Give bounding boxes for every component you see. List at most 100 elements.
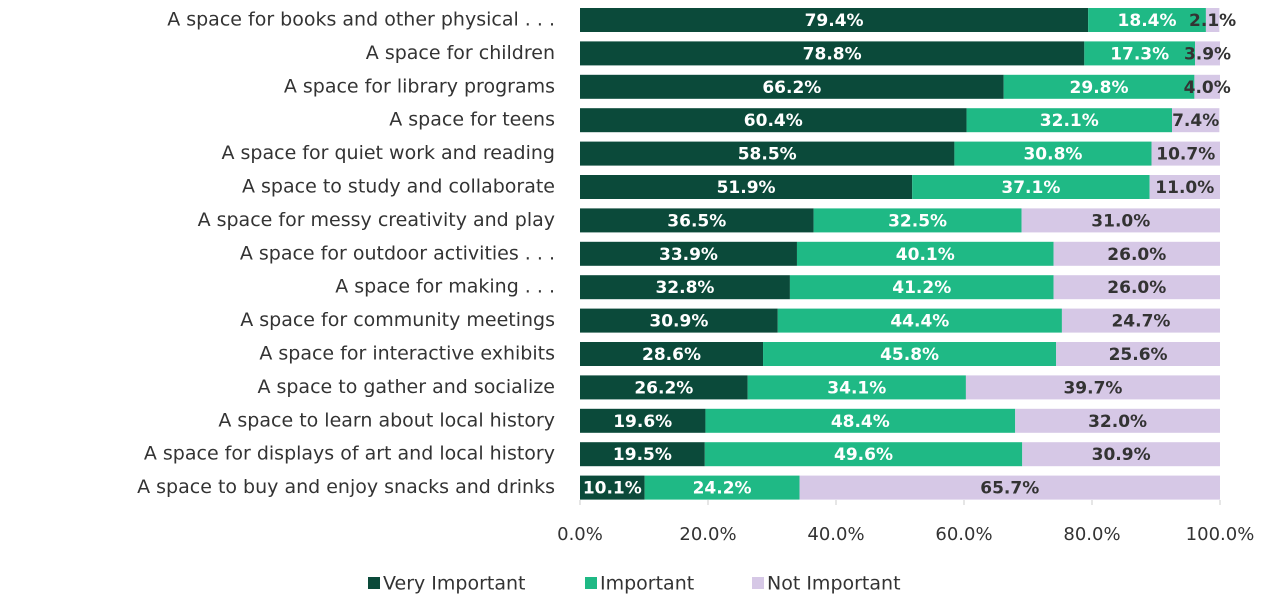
value-label: 31.0%	[1091, 211, 1150, 231]
legend-label: Very Important	[383, 573, 526, 595]
value-label: 66.2%	[762, 78, 821, 98]
bar-segment	[1003, 74, 1195, 99]
bar-segment	[796, 241, 1054, 266]
category-label: A space for making . . .	[335, 276, 555, 298]
bar-segment	[1053, 241, 1220, 266]
x-tick-label: 20.0%	[679, 524, 736, 545]
value-label: 10.7%	[1156, 145, 1215, 165]
bar-segment	[580, 475, 645, 500]
category-label: A space for library programs	[284, 75, 555, 97]
value-label: 45.8%	[880, 345, 939, 365]
bar-segment	[580, 375, 748, 400]
bar-segment	[580, 141, 955, 166]
value-label: 79.4%	[805, 11, 864, 31]
value-label: 44.4%	[890, 312, 949, 332]
bar-segment	[580, 108, 967, 133]
value-label: 58.5%	[738, 145, 797, 165]
bar-segment	[644, 475, 800, 500]
value-label: 34.1%	[827, 378, 886, 398]
category-label: A space for interactive exhibits	[259, 343, 555, 365]
bar-segment	[1022, 442, 1220, 467]
value-label: 26.0%	[1107, 278, 1166, 298]
legend-swatch	[752, 577, 764, 589]
bar-segment	[1084, 41, 1196, 66]
value-label: 25.6%	[1109, 345, 1168, 365]
bar-segment	[912, 175, 1150, 199]
bar-segment	[1194, 74, 1220, 99]
value-label: 30.9%	[1092, 445, 1151, 465]
category-label: A space for displays of art and local hi…	[144, 443, 555, 465]
legend-label: Not Important	[767, 573, 901, 595]
bar-segment	[580, 308, 778, 333]
value-label: 32.1%	[1040, 111, 1099, 131]
category-label: A space to study and collaborate	[242, 176, 555, 198]
value-label: 18.4%	[1118, 11, 1177, 31]
value-label: 48.4%	[831, 412, 890, 432]
value-label: 26.2%	[634, 378, 693, 398]
value-label: 26.0%	[1107, 245, 1166, 265]
value-label: 51.9%	[717, 178, 776, 198]
legend-swatch	[368, 577, 380, 589]
value-label: 19.5%	[613, 445, 672, 465]
value-label: 3.9%	[1184, 44, 1231, 64]
value-label: 60.4%	[744, 111, 803, 131]
bar-segment	[965, 375, 1220, 400]
value-label: 24.2%	[693, 479, 752, 499]
value-label: 41.2%	[892, 278, 951, 298]
bar-segment	[1151, 141, 1220, 166]
value-label: 24.7%	[1111, 312, 1170, 332]
category-label: A space to gather and socialize	[257, 376, 555, 398]
bar-segment	[580, 442, 705, 467]
bar-segment	[1195, 41, 1220, 66]
value-label: 19.6%	[613, 412, 672, 432]
value-label: 29.8%	[1070, 78, 1129, 98]
bar-segment	[580, 275, 790, 300]
bar-segment	[580, 241, 797, 266]
bar-segment	[1053, 275, 1220, 300]
x-tick-label: 40.0%	[807, 524, 864, 545]
bar-segment	[1021, 208, 1220, 233]
bar-segment	[580, 408, 706, 433]
value-label: 33.9%	[659, 245, 718, 265]
bar-segment	[777, 308, 1062, 333]
bar-segment	[1149, 175, 1220, 199]
category-label: A space for community meetings	[240, 309, 555, 331]
bar-segment	[789, 275, 1054, 300]
bar-segment	[580, 41, 1085, 66]
category-label: A space for children	[366, 42, 555, 64]
x-tick-label: 0.0%	[557, 524, 603, 545]
value-label: 32.5%	[888, 211, 947, 231]
x-tick-label: 60.0%	[935, 524, 992, 545]
value-label: 65.7%	[980, 479, 1039, 499]
value-label: 30.9%	[649, 312, 708, 332]
bar-segment	[580, 8, 1089, 32]
category-label: A space for quiet work and reading	[221, 142, 555, 164]
value-label: 49.6%	[834, 445, 893, 465]
value-label: 32.8%	[655, 278, 714, 298]
bar-segment	[1172, 108, 1220, 133]
value-label: 36.5%	[667, 211, 726, 231]
bar-segment	[705, 408, 1016, 433]
bar-segment	[1056, 342, 1220, 366]
bar-segment	[580, 208, 814, 233]
bar-segment	[799, 475, 1220, 500]
category-label: A space for teens	[389, 109, 555, 131]
category-label: A space to buy and enjoy snacks and drin…	[137, 476, 555, 498]
bar-segment	[704, 442, 1023, 467]
value-label: 10.1%	[583, 479, 642, 499]
value-label: 30.8%	[1023, 145, 1082, 165]
bar-segment	[580, 175, 913, 199]
bar-segment	[580, 342, 764, 366]
x-tick-label: 80.0%	[1063, 524, 1120, 545]
legend-swatch	[585, 577, 597, 589]
value-label: 17.3%	[1110, 44, 1169, 64]
category-label: A space for messy creativity and play	[198, 209, 555, 231]
bar-segment	[1015, 408, 1220, 433]
value-label: 28.6%	[642, 345, 701, 365]
value-label: 39.7%	[1063, 378, 1122, 398]
legend-label: Important	[600, 573, 694, 595]
bar-segment	[1088, 8, 1206, 32]
value-label: 11.0%	[1155, 178, 1214, 198]
value-label: 32.0%	[1088, 412, 1147, 432]
value-label: 40.1%	[896, 245, 955, 265]
